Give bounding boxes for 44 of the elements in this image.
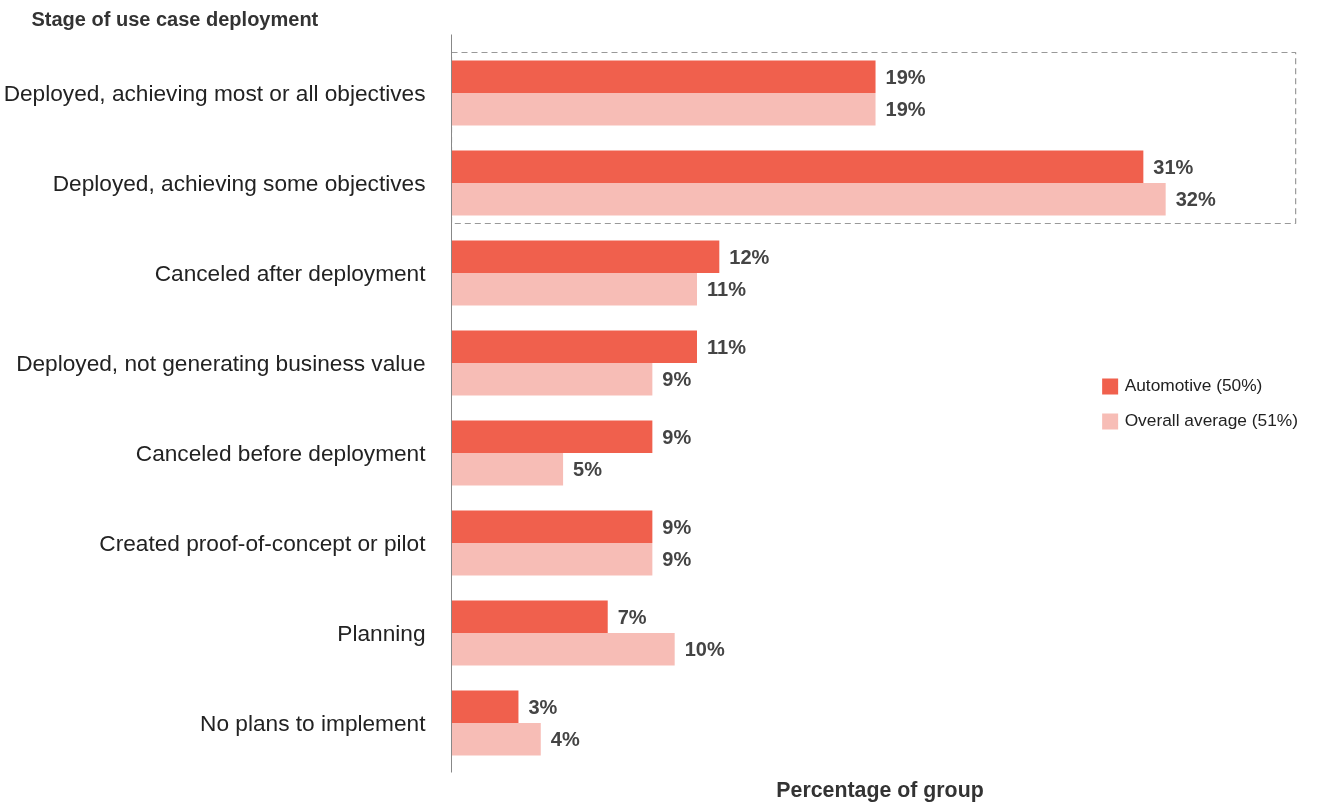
bar xyxy=(451,363,653,396)
data-label: 7% xyxy=(617,605,647,628)
bar xyxy=(451,453,564,486)
y-tick-label: Deployed, achieving most or all objectives xyxy=(3,80,426,106)
bar xyxy=(451,93,876,126)
bar xyxy=(451,183,1166,216)
bar xyxy=(451,273,697,306)
y-tick-label: No plans to implement xyxy=(200,710,427,736)
y-axis-title: Stage of use case deployment xyxy=(31,7,319,30)
data-label: 9% xyxy=(662,515,692,538)
x-axis-title: Percentage of group xyxy=(776,777,984,802)
data-label: 31% xyxy=(1153,155,1194,178)
y-tick-label: Deployed, achieving some objectives xyxy=(52,170,426,196)
data-label: 5% xyxy=(573,458,603,481)
y-tick-label: Planning xyxy=(337,620,426,646)
bar xyxy=(451,330,697,363)
bar xyxy=(451,60,876,93)
bar xyxy=(451,600,608,633)
data-label: 4% xyxy=(550,728,580,751)
data-label: 12% xyxy=(729,245,770,268)
bar xyxy=(451,633,675,666)
data-label: 11% xyxy=(706,335,747,358)
bar xyxy=(451,420,653,453)
y-tick-label: Deployed, not generating business value xyxy=(16,350,426,376)
data-label: 9% xyxy=(662,548,692,571)
data-label: 9% xyxy=(662,425,692,448)
bar xyxy=(451,510,653,543)
data-label: 19% xyxy=(885,65,926,88)
bar xyxy=(451,690,519,723)
legend-label: Automotive (50%) xyxy=(1124,375,1263,396)
legend-label: Overall average (51%) xyxy=(1124,410,1298,431)
y-tick-label: Canceled before deployment xyxy=(135,440,427,466)
data-label: 32% xyxy=(1175,188,1216,211)
data-label: 19% xyxy=(885,98,926,121)
data-label: 3% xyxy=(528,695,558,718)
bar xyxy=(451,240,720,273)
bar xyxy=(451,543,653,576)
data-label: 9% xyxy=(662,368,692,391)
data-label: 10% xyxy=(684,638,725,661)
bar xyxy=(451,723,541,756)
y-tick-label: Created proof-of-concept or pilot xyxy=(99,530,427,556)
data-label: 11% xyxy=(706,278,747,301)
bar xyxy=(451,150,1144,183)
y-tick-label: Canceled after deployment xyxy=(154,260,427,286)
